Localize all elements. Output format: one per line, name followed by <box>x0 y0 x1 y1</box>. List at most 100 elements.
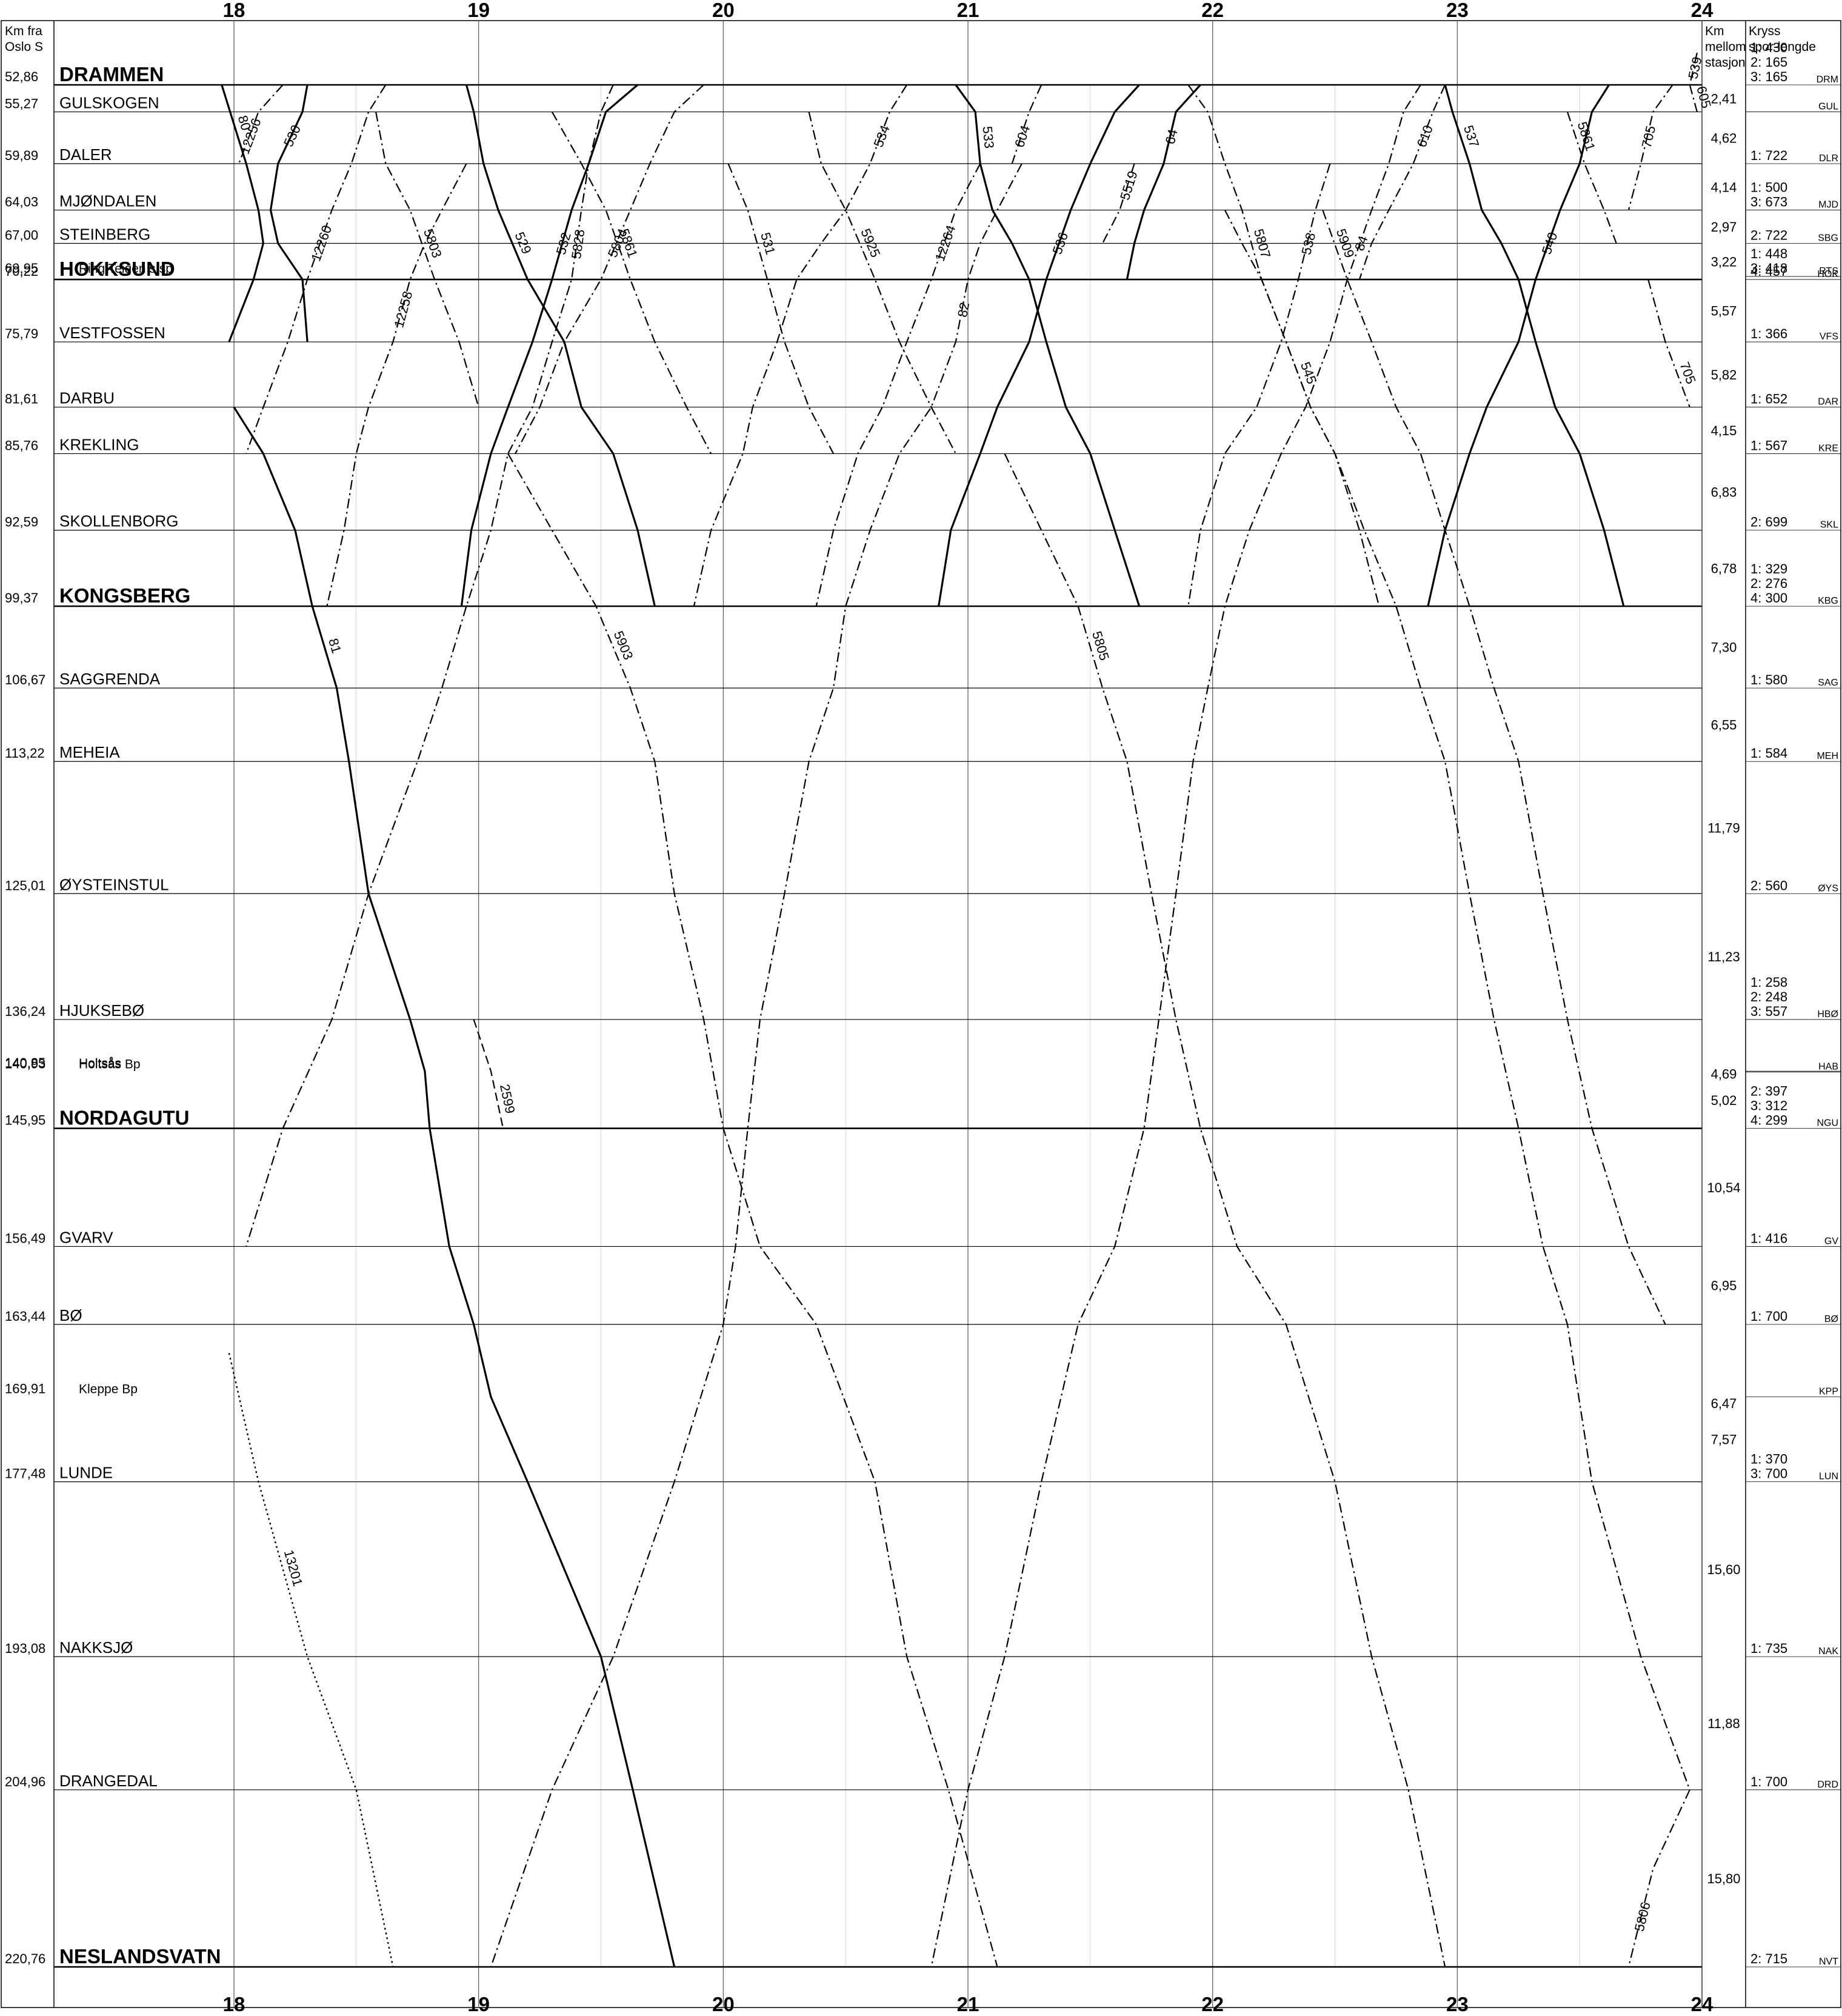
station-abbr: KRE <box>1818 443 1838 453</box>
tracks-header-line1: Kryss <box>1749 24 1781 38</box>
station-abbr: SBG <box>1818 233 1838 243</box>
station-km: 75,79 <box>5 326 38 341</box>
tracks-header-line2: spor-lengde <box>1749 40 1816 54</box>
station-km: 163,44 <box>5 1309 45 1324</box>
station-km: 106,67 <box>5 672 45 687</box>
train-number-label: 5805 <box>1089 629 1112 662</box>
crossing-track-length: 1: 580 <box>1750 672 1787 687</box>
train-number-label: 536 <box>1049 230 1071 256</box>
hour-label-top: 22 <box>1201 0 1224 21</box>
hour-label-top: 20 <box>712 0 735 21</box>
station-name: SAGGRENDA <box>59 670 161 688</box>
train-path <box>693 84 908 607</box>
station-name: ØYSTEINSTUL <box>59 875 169 893</box>
station-name: DALER <box>59 145 112 164</box>
station-abbr: HAB <box>1818 1062 1838 1072</box>
crossing-track-length: 1: 584 <box>1750 746 1787 761</box>
station-abbr: DRM <box>1817 75 1838 85</box>
hour-label-bottom: 21 <box>957 1993 979 2015</box>
station-name: NESLANDSVATN <box>59 1945 221 1968</box>
station-km: 140,85 <box>5 1055 45 1070</box>
station-km: 113,22 <box>5 746 45 761</box>
station-km: 59,89 <box>5 148 38 163</box>
train-path <box>1187 163 1331 607</box>
interval-distance: 4,14 <box>1711 179 1737 195</box>
interval-distance: 6,47 <box>1711 1396 1737 1411</box>
train-path <box>1322 210 1666 1325</box>
dist-header-line3: stasjon <box>1705 56 1746 70</box>
crossing-track-length: 2: 276 <box>1750 576 1787 591</box>
hour-label-bottom: 23 <box>1446 1993 1469 2015</box>
train-path <box>490 163 1023 1968</box>
train-number-label: 5861 <box>1575 120 1598 153</box>
crossing-track-length: 2: 397 <box>1750 1084 1787 1099</box>
hour-label-top: 18 <box>223 0 245 21</box>
station-name: Kleppe Bp <box>79 1383 138 1397</box>
station-abbr: HOK <box>1817 269 1838 279</box>
train-path <box>375 112 479 408</box>
train-number-label: 5828 <box>569 229 588 260</box>
crossing-track-length: 4: 299 <box>1750 1113 1787 1128</box>
interval-distance: 2,41 <box>1711 91 1737 106</box>
train-number-label: 5806 <box>1632 1900 1653 1933</box>
km-header-line1: Km fra <box>5 24 42 38</box>
station-name: HJUKSEBØ <box>59 1001 144 1020</box>
train-path <box>1689 52 1698 85</box>
interval-distance: 7,57 <box>1711 1432 1737 1447</box>
station-km: 55,27 <box>5 96 38 112</box>
train-number-label: 604 <box>1012 124 1033 150</box>
km-header-line2: Oslo S <box>5 40 43 54</box>
interval-distance: 5,57 <box>1711 304 1737 319</box>
station-abbr: DAR <box>1818 397 1838 407</box>
train-path <box>1004 453 1446 1968</box>
station-km: 204,96 <box>5 1774 45 1789</box>
train-path <box>233 406 676 1968</box>
interval-distance: 11,79 <box>1707 820 1740 835</box>
station-name: DARBU <box>59 389 115 407</box>
train-path <box>460 84 639 607</box>
train-path <box>1126 84 1201 280</box>
interval-distance: 3,22 <box>1711 254 1737 269</box>
station-abbr: SAG <box>1818 678 1838 688</box>
train-path <box>326 163 467 607</box>
train-number-label: 13201 <box>281 1548 306 1588</box>
interval-distance: 5,82 <box>1711 367 1737 382</box>
station-abbr: ØYS <box>1818 883 1838 893</box>
station-abbr: HBØ <box>1817 1009 1838 1020</box>
hour-label-bottom: 20 <box>712 1993 735 2015</box>
interval-distance: 2,97 <box>1711 219 1737 235</box>
train-path <box>1566 112 1617 244</box>
train-number-label: 5519 <box>1117 169 1141 202</box>
interval-distance: 6,55 <box>1711 718 1737 733</box>
train-number-label: 538 <box>1298 231 1318 256</box>
crossing-track-length: 3: 700 <box>1750 1466 1787 1481</box>
station-name: HOKKSUND <box>59 258 175 280</box>
interval-distance: 4,69 <box>1711 1067 1737 1082</box>
station-name: LUNDE <box>59 1464 113 1482</box>
train-path <box>245 84 387 454</box>
train-path <box>955 84 1141 607</box>
crossing-track-length: 1: 735 <box>1750 1641 1787 1656</box>
dist-header-line1: Km <box>1705 24 1724 38</box>
crossing-track-length: 2: 248 <box>1750 989 1787 1004</box>
station-abbr: KPP <box>1819 1387 1838 1397</box>
graph-frame <box>1 20 1841 2008</box>
station-name: BØ <box>59 1306 82 1324</box>
crossing-track-length: 4: 300 <box>1750 590 1787 606</box>
train-path <box>1444 84 1625 607</box>
train-path <box>727 163 834 454</box>
crossing-track-length: 3: 673 <box>1750 195 1787 210</box>
train-path <box>938 84 1140 607</box>
station-name: MEHEIA <box>59 743 120 761</box>
station-name: Holtsås <box>79 1056 121 1070</box>
train-number-label: 64 <box>1163 128 1181 146</box>
train-number-label: 12258 <box>391 290 415 330</box>
train-path <box>1689 84 1698 112</box>
train-path <box>1358 84 1446 280</box>
station-abbr: LUN <box>1819 1472 1838 1482</box>
train-path <box>1187 84 1690 1791</box>
station-name: GVARV <box>59 1228 113 1246</box>
interval-distance: 6,95 <box>1711 1278 1737 1293</box>
station-name: SKOLLENBORG <box>59 512 179 530</box>
hour-label-bottom: 18 <box>223 1993 245 2015</box>
